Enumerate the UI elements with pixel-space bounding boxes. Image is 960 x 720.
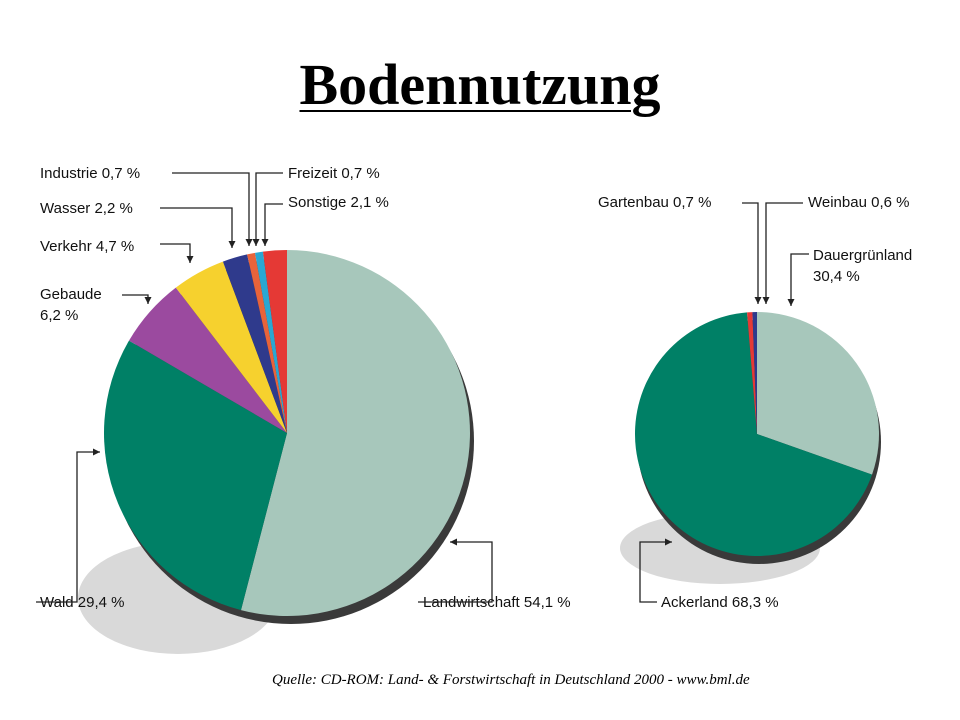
- leader-gartenbau: [742, 202, 762, 304]
- leader-landwirtschaft: [418, 538, 493, 603]
- pie-slice-wasser: [222, 254, 287, 433]
- label-dauergruenland-value: 30,4 %: [813, 268, 860, 285]
- label-freizeit: Freizeit 0,7 %: [288, 165, 380, 182]
- label-wald: Wald 29,4 %: [40, 594, 125, 611]
- pie-slice-wald: [104, 340, 287, 611]
- leader-wasser: [160, 207, 236, 248]
- label-weinbau: Weinbau 0,6 %: [808, 194, 909, 211]
- pie-slice-gartenbau: [747, 312, 757, 434]
- leader-dauergruenland: [787, 253, 809, 306]
- leader-freizeit: [252, 172, 283, 246]
- label-sonstige: Sonstige 2,1 %: [288, 194, 389, 211]
- pie-slice-gebaude: [129, 287, 287, 433]
- leader-gebaude: [122, 294, 152, 304]
- pie-slice-landwirtschaft: [240, 250, 470, 616]
- leader-ackerland: [639, 538, 672, 603]
- pie-slice-industrie: [247, 252, 287, 433]
- page-title: Bodennutzung: [299, 52, 661, 117]
- pie-slice-sonstige: [262, 250, 287, 433]
- label-gebaude-value: 6,2 %: [40, 307, 78, 324]
- pie-slice-freizeit: [255, 251, 287, 433]
- label-gebaude-name: Gebaude: [40, 286, 102, 303]
- leader-sonstige: [261, 203, 283, 246]
- slice-labels: Industrie 0,7 % Wasser 2,2 % Verkehr 4,7…: [40, 165, 912, 611]
- label-wasser: Wasser 2,2 %: [40, 200, 133, 217]
- leader-verkehr: [160, 243, 194, 263]
- label-landwirtschaft: Landwirtschaft 54,1 %: [423, 594, 571, 611]
- pie-slice-dauergruenland: [757, 312, 879, 475]
- pie-slice-ackerland: [634, 312, 873, 557]
- label-industrie: Industrie 0,7 %: [40, 165, 140, 182]
- label-gartenbau: Gartenbau 0,7 %: [598, 194, 711, 211]
- pie-slice-weinbau: [752, 312, 757, 434]
- pie-slice-verkehr: [175, 261, 287, 433]
- source-citation: Quelle: CD-ROM: Land- & Forstwirtschaft …: [272, 672, 750, 688]
- pie-chart-agricultural-use: [620, 312, 881, 584]
- leader-lines: [36, 172, 809, 603]
- label-dauergruenland-name: Dauergrünland: [813, 247, 912, 264]
- leader-weinbau: [762, 202, 803, 304]
- leader-industrie: [172, 172, 253, 246]
- pie-chart-land-use: [78, 250, 474, 654]
- label-ackerland: Ackerland 68,3 %: [661, 594, 779, 611]
- leader-wald: [36, 448, 100, 603]
- label-verkehr: Verkehr 4,7 %: [40, 238, 134, 255]
